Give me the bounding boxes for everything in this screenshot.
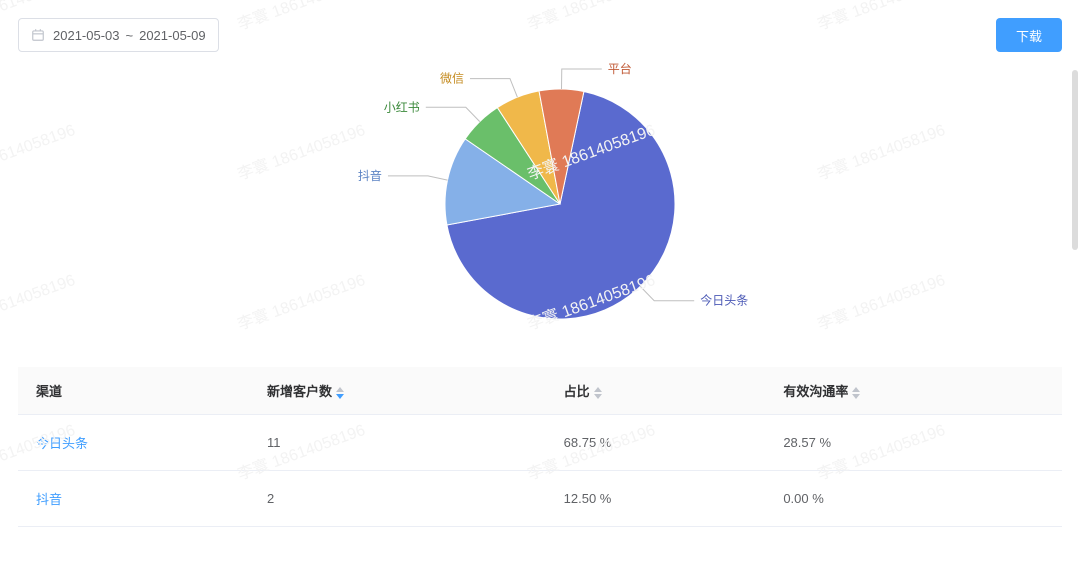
date-start: 2021-05-03	[53, 28, 120, 43]
download-button[interactable]: 下载	[996, 18, 1062, 52]
table-cell: 11	[249, 415, 546, 471]
table-header-cell[interactable]: 占比	[546, 367, 766, 415]
column-label: 渠道	[36, 384, 62, 399]
table-row: 抖音212.50 %0.00 %	[18, 471, 1062, 527]
pie-slice-label: 平台	[608, 62, 632, 76]
table-cell: 28.57 %	[765, 415, 1062, 471]
pie-slice-label: 今日头条	[700, 293, 748, 308]
leader-line	[470, 79, 517, 98]
calendar-icon	[31, 28, 45, 42]
date-separator: ~	[126, 28, 134, 43]
pie-chart-area: 今日头条 抖音 小红书 微信 平台	[18, 62, 1062, 347]
leader-line	[640, 286, 694, 300]
sort-icon[interactable]	[336, 387, 344, 399]
column-label: 新增客户数	[267, 384, 332, 399]
table-header-cell[interactable]: 新增客户数	[249, 367, 546, 415]
table-row: 今日头条1168.75 %28.57 %	[18, 415, 1062, 471]
date-range-picker[interactable]: 2021-05-03 ~ 2021-05-09	[18, 18, 219, 52]
header-row: 2021-05-03 ~ 2021-05-09 下载	[18, 18, 1062, 52]
sort-icon[interactable]	[594, 387, 602, 399]
column-label: 有效沟通率	[783, 384, 848, 399]
sort-icon[interactable]	[852, 387, 860, 399]
table-cell: 68.75 %	[546, 415, 766, 471]
column-label: 占比	[564, 384, 590, 399]
leader-line	[388, 176, 448, 180]
leader-line	[562, 69, 602, 89]
channel-table: 渠道新增客户数占比有效沟通率 今日头条1168.75 %28.57 %抖音212…	[18, 367, 1062, 527]
table-cell: 0.00 %	[765, 471, 1062, 527]
pie-slice-label: 微信	[440, 72, 464, 86]
table-header-cell: 渠道	[18, 367, 249, 415]
channel-link-cell[interactable]: 今日头条	[18, 415, 249, 471]
date-end: 2021-05-09	[139, 28, 206, 43]
pie-slice-label: 抖音	[358, 168, 382, 183]
scrollbar-thumb[interactable]	[1072, 70, 1078, 250]
table-header: 渠道 新增客户数 占比 有效沟通率	[18, 367, 1062, 415]
main-container: 2021-05-03 ~ 2021-05-09 下载 今日头条抖音小红书微信平台…	[0, 0, 1080, 527]
leader-line	[426, 107, 480, 121]
channel-link-cell[interactable]: 抖音	[18, 471, 249, 527]
pie-chart-svg: 今日头条 抖音 小红书 微信 平台	[20, 62, 1060, 347]
table-cell: 12.50 %	[546, 471, 766, 527]
table-body: 今日头条1168.75 %28.57 %抖音212.50 %0.00 %	[18, 415, 1062, 527]
table-cell: 2	[249, 471, 546, 527]
pie-slice-label: 小红书	[384, 99, 420, 114]
table-header-cell[interactable]: 有效沟通率	[765, 367, 1062, 415]
